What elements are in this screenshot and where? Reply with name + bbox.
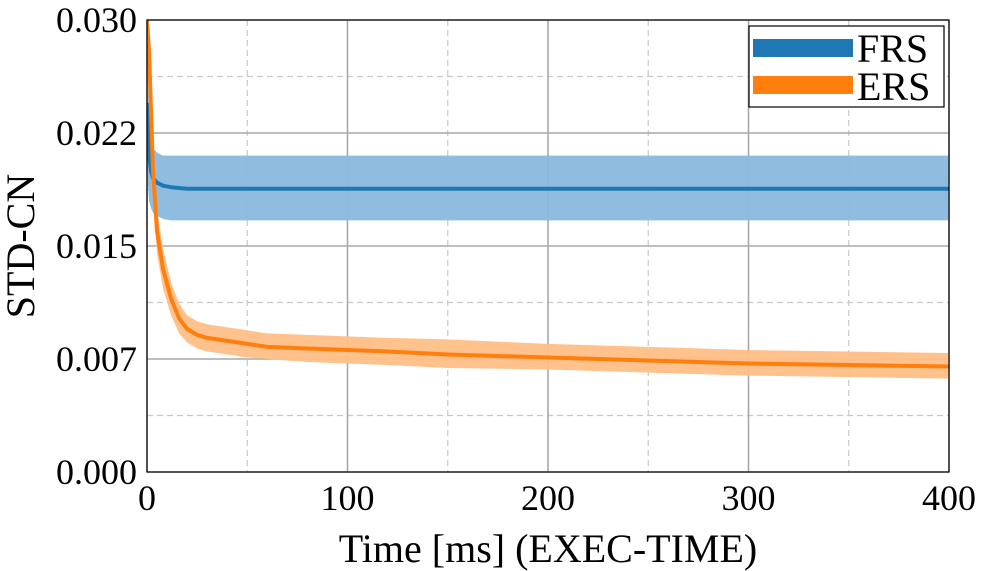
y-tick-label: 0.007 xyxy=(56,339,137,379)
x-axis-ticks: 0 100 200 300 400 xyxy=(138,478,976,518)
band-frs xyxy=(147,35,949,221)
x-tick-label: 400 xyxy=(922,478,976,518)
x-tick-label: 0 xyxy=(138,478,156,518)
y-tick-label: 0.000 xyxy=(56,452,137,492)
legend: FRS ERS xyxy=(748,25,945,109)
line-ers xyxy=(147,20,949,369)
x-tick-label: 200 xyxy=(521,478,575,518)
y-tick-label: 0.015 xyxy=(56,226,137,266)
y-tick-label: 0.022 xyxy=(56,113,137,153)
y-axis-ticks: 0.000 0.007 0.015 0.022 0.030 xyxy=(56,0,137,492)
legend-label-ers: ERS xyxy=(857,64,930,109)
y-axis-label: STD-CN xyxy=(0,174,43,318)
x-axis-label: Time [ms] (EXEC-TIME) xyxy=(339,526,757,571)
legend-label-frs: FRS xyxy=(857,26,928,71)
series-lines xyxy=(147,20,949,369)
x-tick-label: 100 xyxy=(321,478,375,518)
plot-frame xyxy=(146,19,950,473)
x-tick-label: 300 xyxy=(722,478,776,518)
y-tick-label: 0.030 xyxy=(56,0,137,40)
